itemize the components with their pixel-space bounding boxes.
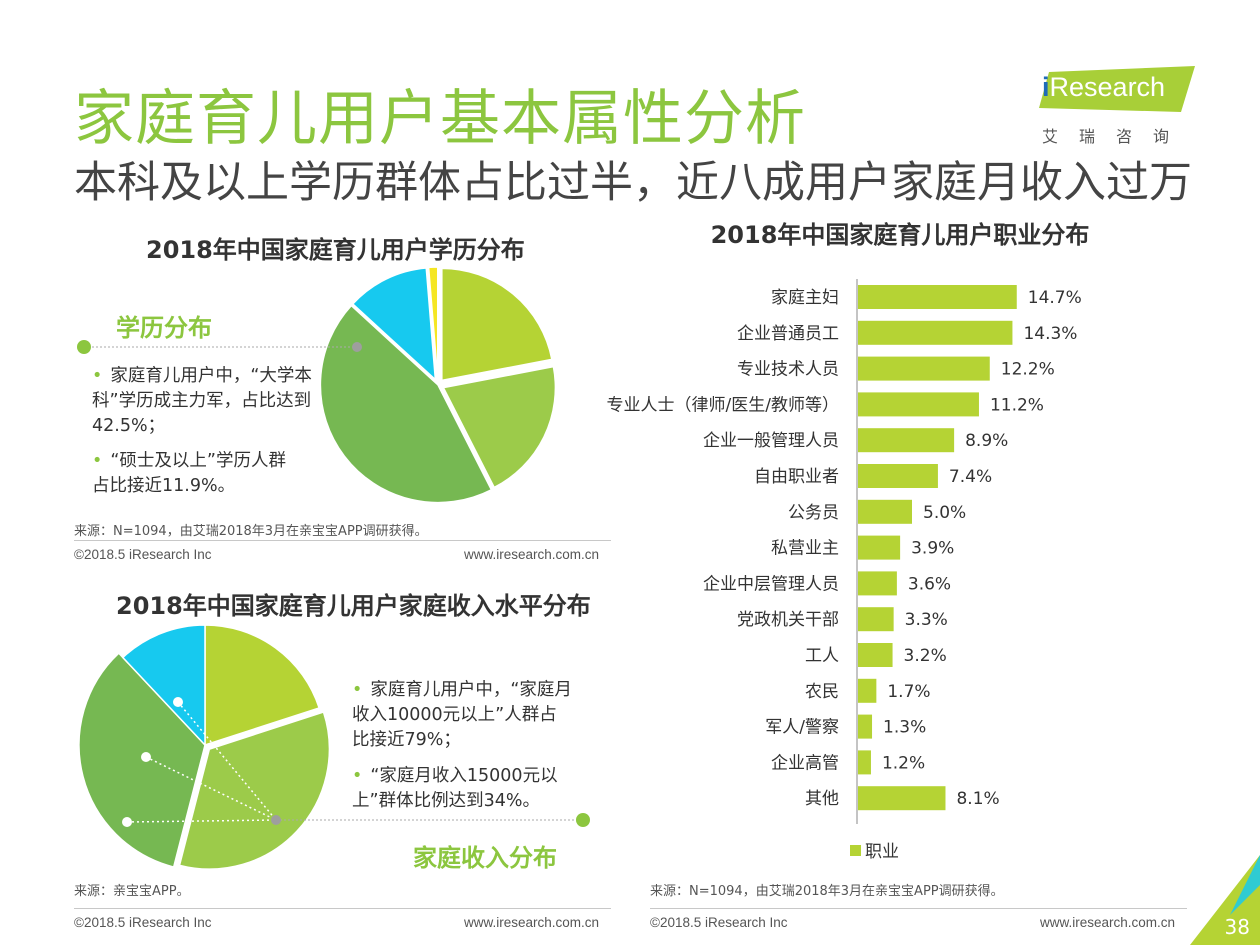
income-heading: 家庭收入分布 (413, 844, 557, 872)
education-bullet-2: • “硕士及以上”学历人群占比接近11.9%。 (92, 451, 286, 496)
occupation-value-label: 8.9% (965, 431, 1008, 451)
income-slice-2 (78, 652, 206, 868)
occupation-value-label: 3.9% (911, 539, 954, 559)
education-leader-dot (77, 340, 91, 354)
income-slice-1 (178, 711, 331, 870)
occupation-value-label: 1.3% (883, 718, 926, 738)
education-slice-0 (441, 267, 553, 382)
occupation-category-label: 军人/警察 (765, 718, 839, 738)
income-chart-title: 2018年中国家庭育儿用户家庭收入水平分布 (116, 592, 591, 620)
occupation-value-label: 3.6% (908, 574, 951, 594)
income-divider (74, 908, 611, 909)
page-title: 家庭育儿用户基本属性分析 (74, 84, 806, 154)
logo-chinese: 艾瑞咨询 (1042, 127, 1191, 146)
occupation-category-label: 家庭主妇 (771, 288, 839, 308)
occupation-value-label: 1.7% (887, 682, 930, 702)
occupation-category-label: 企业高管 (771, 753, 839, 773)
occupation-bar-3 (858, 392, 979, 417)
occupation-category-label: 工人 (805, 646, 839, 666)
occupation-category-label: 企业普通员工 (737, 324, 839, 344)
occupation-value-label: 8.1% (956, 789, 999, 809)
occupation-bar-5 (858, 464, 938, 488)
education-website: www.iresearch.com.cn (464, 547, 600, 562)
occupation-value-label: 1.2% (882, 753, 925, 773)
income-slice-3 (121, 624, 206, 747)
occupation-website: www.iresearch.com.cn (1040, 915, 1176, 930)
occupation-legend-label: 职业 (865, 842, 899, 862)
occupation-bar-2 (858, 356, 990, 381)
income-leader-line-0 (177, 701, 277, 821)
occupation-bar-6 (858, 499, 912, 524)
income-copyright: ©2018.5 iResearch Inc (74, 915, 212, 930)
occupation-value-label: 11.2% (990, 395, 1044, 415)
occupation-value-label: 5.0% (923, 503, 966, 523)
occupation-bar-13 (858, 750, 871, 775)
occupation-copyright: ©2018.5 iResearch Inc (650, 915, 788, 930)
education-slice-2 (319, 304, 493, 504)
income-leader-point-2 (122, 817, 132, 827)
occupation-category-label: 企业一般管理人员 (703, 431, 839, 451)
logo-i: i (1042, 72, 1050, 102)
occupation-divider (650, 908, 1187, 909)
occupation-bar-12 (858, 714, 873, 739)
occupation-bar-9 (858, 607, 894, 632)
occupation-chart-title: 2018年中国家庭育儿用户职业分布 (711, 221, 1090, 249)
occupation-category-label: 党政机关干部 (737, 610, 839, 630)
occupation-bar-4 (858, 428, 955, 453)
occupation-category-label: 自由职业者 (754, 467, 839, 487)
occupation-bar-0 (858, 285, 1017, 309)
occupation-category-label: 专业技术人员 (737, 360, 839, 380)
education-copyright: ©2018.5 iResearch Inc (74, 547, 212, 562)
education-slice-4 (427, 266, 439, 380)
education-leader-marker (352, 342, 362, 352)
education-heading: 学历分布 (116, 314, 212, 342)
page-subtitle: 本科及以上学历群体占比过半，近八成用户家庭月收入过万 (74, 158, 1192, 208)
occupation-bar-7 (858, 535, 901, 560)
income-leader-point-0 (173, 697, 183, 707)
occupation-bar-14 (858, 786, 946, 811)
page-number: 38 (1224, 915, 1250, 939)
income-source: 来源：亲宝宝APP。 (74, 884, 190, 899)
education-source: 来源：N=1094，由艾瑞2018年3月在亲宝宝APP调研获得。 (74, 524, 428, 539)
occupation-category-label: 公务员 (788, 503, 839, 523)
occupation-source: 来源：N=1094，由艾瑞2018年3月在亲宝宝APP调研获得。 (650, 884, 1004, 899)
occupation-legend-swatch (850, 845, 861, 856)
occupation-value-label: 14.3% (1023, 324, 1077, 344)
income-website: www.iresearch.com.cn (464, 915, 600, 930)
education-bullet-1: • 家庭育儿用户中，“大学本科”学历成主力军，占比达到42.5%； (92, 366, 312, 436)
occupation-bar-10 (858, 643, 893, 667)
logo-word: Research (1049, 72, 1166, 102)
education-chart-title: 2018年中国家庭育儿用户学历分布 (146, 236, 525, 264)
occupation-bar-1 (858, 320, 1013, 345)
education-slice-3 (351, 267, 437, 382)
income-leader-point-1 (141, 752, 151, 762)
income-leader-line-1 (145, 756, 277, 821)
income-bullet-2: • “家庭月收入15000元以上”群体比例达到34%。 (352, 766, 558, 811)
income-bullet-1: • 家庭育儿用户中，“家庭月收入10000元以上”人群占比接近79%； (352, 680, 572, 750)
occupation-category-label: 企业中层管理人员 (703, 574, 839, 594)
occupation-category-label: 其他 (805, 789, 839, 809)
occupation-value-label: 3.2% (904, 646, 947, 666)
occupation-bar-8 (858, 571, 897, 596)
occupation-bar-11 (858, 678, 877, 703)
education-slice-1 (442, 365, 557, 489)
logo-badge (1039, 66, 1195, 112)
occupation-value-label: 3.3% (905, 610, 948, 630)
occupation-category-label: 农民 (805, 682, 839, 702)
income-leader-dot (576, 813, 590, 827)
logo: iResearch (1042, 72, 1165, 103)
occupation-category-label: 私营业主 (771, 539, 839, 559)
occupation-value-label: 7.4% (949, 467, 992, 487)
corner-decoration (1190, 855, 1260, 945)
education-divider (74, 540, 611, 541)
occupation-value-label: 12.2% (1001, 360, 1055, 380)
income-slice-0 (204, 624, 321, 747)
occupation-value-label: 14.7% (1028, 288, 1082, 308)
occupation-category-label: 专业人士（律师/医生/教师等） (607, 395, 839, 415)
income-leader-marker (271, 815, 281, 825)
